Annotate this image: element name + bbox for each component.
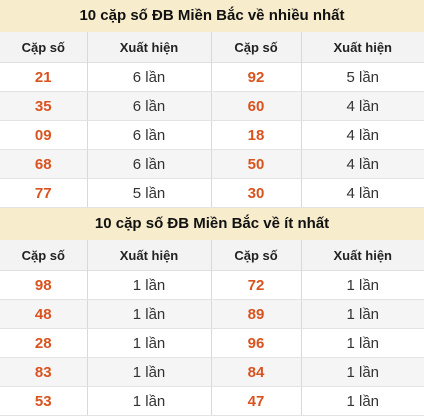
occurrence-count: 5 lần: [301, 62, 424, 92]
pair-number: 30: [211, 178, 302, 208]
header-count: Xuất hiện: [87, 32, 212, 63]
pair-number: 28: [0, 328, 88, 358]
pair-number: 89: [211, 299, 302, 329]
table-row: 48 1 lần 89 1 lần: [0, 299, 424, 329]
pair-number: 09: [0, 120, 88, 150]
pair-number: 53: [0, 386, 88, 416]
table-header: Cặp số Xuất hiện Cặp số Xuất hiện: [0, 32, 424, 63]
pair-number: 21: [0, 62, 88, 92]
header-count: Xuất hiện: [87, 240, 212, 271]
table-most: Cặp số Xuất hiện Cặp số Xuất hiện 21 6 l…: [0, 32, 424, 208]
pair-number: 35: [0, 91, 88, 121]
table-header: Cặp số Xuất hiện Cặp số Xuất hiện: [0, 240, 424, 271]
table-row: 98 1 lần 72 1 lần: [0, 270, 424, 300]
section-title-most: 10 cặp số ĐB Miền Bắc về nhiều nhất: [0, 0, 424, 32]
table-row: 83 1 lần 84 1 lần: [0, 357, 424, 387]
occurrence-count: 4 lần: [301, 149, 424, 179]
pair-number: 48: [0, 299, 88, 329]
pair-number: 83: [0, 357, 88, 387]
pair-number: 50: [211, 149, 302, 179]
occurrence-count: 1 lần: [301, 270, 424, 300]
occurrence-count: 1 lần: [87, 357, 212, 387]
table-least: Cặp số Xuất hiện Cặp số Xuất hiện 98 1 l…: [0, 240, 424, 416]
occurrence-count: 4 lần: [301, 120, 424, 150]
table-row: 68 6 lần 50 4 lần: [0, 149, 424, 179]
pair-number: 68: [0, 149, 88, 179]
header-pair: Cặp số: [211, 32, 302, 63]
pair-number: 72: [211, 270, 302, 300]
pair-number: 84: [211, 357, 302, 387]
occurrence-count: 1 lần: [87, 270, 212, 300]
pair-number: 77: [0, 178, 88, 208]
table-row: 35 6 lần 60 4 lần: [0, 91, 424, 121]
occurrence-count: 1 lần: [301, 386, 424, 416]
occurrence-count: 1 lần: [87, 299, 212, 329]
pair-number: 98: [0, 270, 88, 300]
table-row: 28 1 lần 96 1 lần: [0, 328, 424, 358]
table-row: 77 5 lần 30 4 lần: [0, 178, 424, 208]
occurrence-count: 1 lần: [87, 386, 212, 416]
header-count: Xuất hiện: [301, 240, 424, 271]
occurrence-count: 5 lần: [87, 178, 212, 208]
occurrence-count: 1 lần: [301, 299, 424, 329]
header-pair: Cặp số: [211, 240, 302, 271]
occurrence-count: 6 lần: [87, 149, 212, 179]
occurrence-count: 1 lần: [301, 328, 424, 358]
pair-number: 18: [211, 120, 302, 150]
table-row: 09 6 lần 18 4 lần: [0, 120, 424, 150]
pair-number: 47: [211, 386, 302, 416]
occurrence-count: 4 lần: [301, 178, 424, 208]
occurrence-count: 1 lần: [87, 328, 212, 358]
occurrence-count: 4 lần: [301, 91, 424, 121]
pair-number: 92: [211, 62, 302, 92]
pair-number: 96: [211, 328, 302, 358]
header-pair: Cặp số: [0, 32, 88, 63]
table-row: 21 6 lần 92 5 lần: [0, 62, 424, 92]
table-row: 53 1 lần 47 1 lần: [0, 386, 424, 416]
occurrence-count: 6 lần: [87, 62, 212, 92]
header-pair: Cặp số: [0, 240, 88, 271]
section-title-least: 10 cặp số ĐB Miền Bắc về ít nhất: [0, 208, 424, 240]
pair-number: 60: [211, 91, 302, 121]
header-count: Xuất hiện: [301, 32, 424, 63]
occurrence-count: 6 lần: [87, 91, 212, 121]
occurrence-count: 1 lần: [301, 357, 424, 387]
occurrence-count: 6 lần: [87, 120, 212, 150]
